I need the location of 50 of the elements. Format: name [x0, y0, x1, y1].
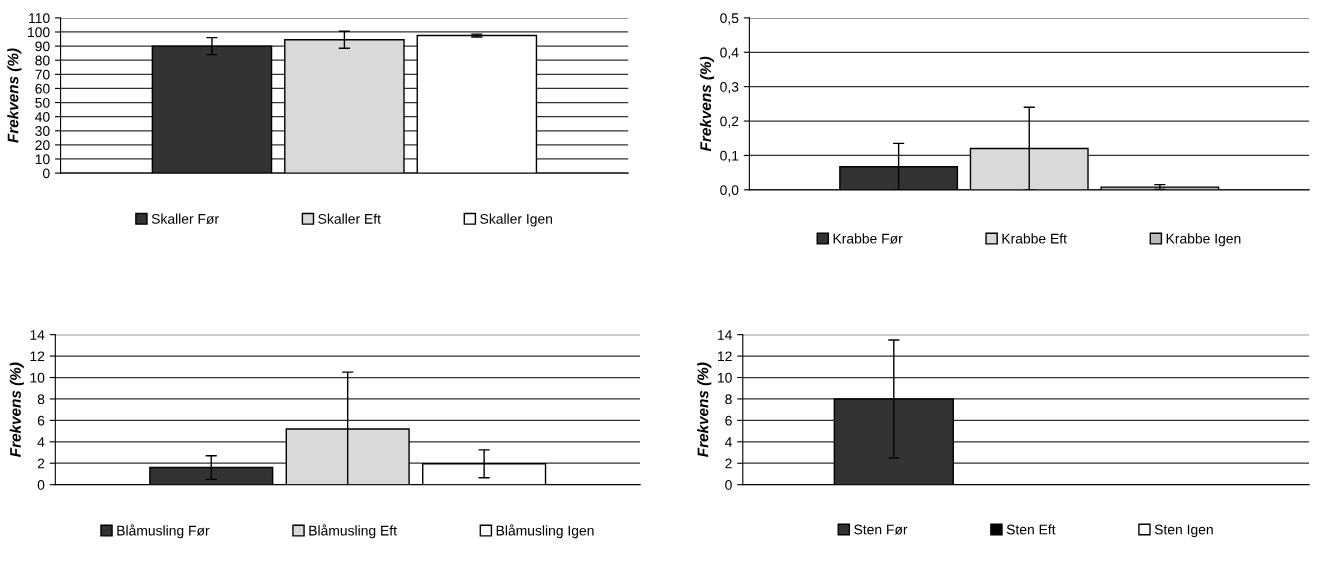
- legend-label: Blåmusling Eft: [309, 524, 397, 539]
- y-tick-label: 70: [35, 69, 50, 80]
- y-tick-label: 50: [35, 97, 50, 108]
- y-tick-label: 12: [30, 351, 45, 362]
- y-tick-label: 8: [725, 394, 732, 405]
- y-tick-label: 90: [35, 41, 50, 52]
- y-tick-label: 14: [30, 330, 45, 340]
- y-tick-label: 100: [28, 27, 50, 38]
- y-tick-label: 10: [35, 154, 50, 165]
- y-tick-label: 40: [35, 111, 50, 122]
- legend-label: Blåmusling Igen: [496, 524, 594, 539]
- y-axis-title: Frekvens (%): [699, 56, 715, 152]
- y-tick-label: 20: [35, 140, 50, 151]
- legend-label: Krabbe Før: [833, 233, 903, 244]
- legend-label: Krabbe Eft: [1002, 233, 1067, 244]
- y-tick-label: 0: [37, 480, 45, 490]
- y-tick-label: 0: [725, 480, 732, 490]
- legend-label: Sten Før: [854, 524, 908, 535]
- legend-label: Krabbe Igen: [1166, 233, 1241, 247]
- y-tick-label: 0,0: [720, 185, 739, 197]
- y-tick-label: 4: [37, 437, 45, 447]
- legend-label: Sten Eft: [1006, 524, 1056, 535]
- y-tick-label: 0,2: [720, 116, 739, 128]
- y-tick-label: 60: [35, 83, 50, 94]
- y-tick-label: 2: [37, 458, 45, 469]
- y-tick-label: 0,4: [720, 47, 739, 60]
- y-tick-label: 14: [717, 330, 732, 340]
- y-tick-label: 0,3: [720, 82, 739, 94]
- legend-label: Blåmusling Før: [117, 524, 210, 539]
- y-tick-label: 80: [35, 55, 50, 66]
- y-tick-label: 30: [35, 126, 50, 136]
- legend-label: Skaller Eft: [318, 213, 381, 224]
- y-tick-label: 12: [717, 351, 732, 362]
- y-tick-label: 0: [42, 168, 50, 179]
- y-tick-label: 6: [37, 415, 45, 426]
- y-tick-label: 10: [717, 372, 732, 383]
- y-tick-label: 110: [29, 13, 50, 24]
- y-axis-title: Frekvens (%): [7, 48, 22, 143]
- y-axis-title: Frekvens (%): [9, 362, 24, 457]
- y-tick-label: 8: [37, 394, 45, 405]
- legend-label: Skaller Før: [151, 213, 219, 224]
- y-tick-label: 4: [724, 437, 732, 447]
- legend-label: Skaller Igen: [480, 213, 553, 227]
- y-tick-label: 2: [725, 458, 732, 469]
- y-tick-label: 10: [30, 372, 45, 383]
- y-tick-label: 6: [725, 415, 732, 426]
- legend-label: Sten Igen: [1154, 524, 1213, 538]
- y-tick-label: 0,5: [720, 13, 739, 25]
- y-tick-label: 0,1: [720, 150, 739, 163]
- y-axis-title: Frekvens (%): [697, 362, 712, 457]
